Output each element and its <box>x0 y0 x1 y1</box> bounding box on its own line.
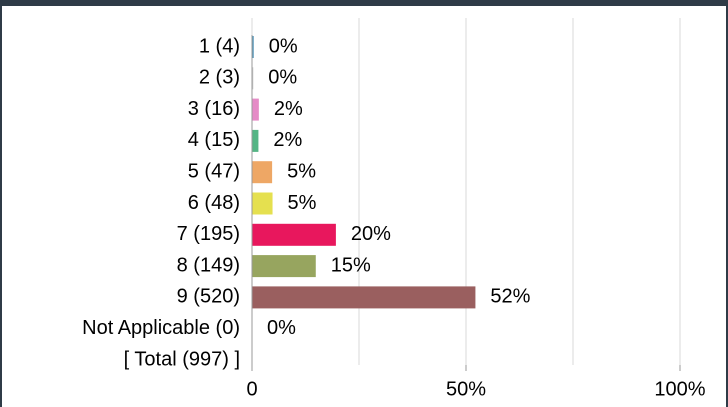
value-label: 15% <box>331 254 371 276</box>
value-label: 0% <box>267 317 296 339</box>
value-label: 5% <box>287 160 316 182</box>
bar <box>252 129 259 152</box>
bar <box>252 192 273 215</box>
bar <box>252 255 316 278</box>
category-label: 3 (16) <box>188 98 240 120</box>
bar <box>252 286 476 309</box>
category-label: 9 (520) <box>177 286 240 308</box>
category-label: 1 (4) <box>199 35 240 57</box>
category-label: 6 (48) <box>188 192 240 214</box>
category-label: [ Total (997) ] <box>124 348 240 370</box>
x-tick-label: 0 <box>246 378 257 400</box>
bar <box>252 36 254 58</box>
value-label: 52% <box>490 286 530 308</box>
category-label: 7 (195) <box>177 223 240 245</box>
bar <box>252 223 336 246</box>
right-border <box>726 0 728 407</box>
bar <box>252 67 254 90</box>
value-label: 5% <box>288 192 317 214</box>
left-border <box>0 0 2 407</box>
category-label: 2 (3) <box>199 67 240 89</box>
value-label: 0% <box>269 35 298 57</box>
top-bar <box>0 0 728 6</box>
value-label: 2% <box>274 98 303 120</box>
category-label: 8 (149) <box>177 254 240 276</box>
x-tick-label: 100% <box>654 378 705 400</box>
value-label: 0% <box>268 67 297 89</box>
bar <box>252 98 259 121</box>
category-label: Not Applicable (0) <box>82 317 240 339</box>
category-label: 4 (15) <box>188 129 240 151</box>
category-label: 5 (47) <box>188 160 240 182</box>
x-tick-label: 50% <box>446 378 486 400</box>
bar <box>252 161 273 184</box>
value-label: 20% <box>351 223 391 245</box>
value-label: 2% <box>273 129 302 151</box>
